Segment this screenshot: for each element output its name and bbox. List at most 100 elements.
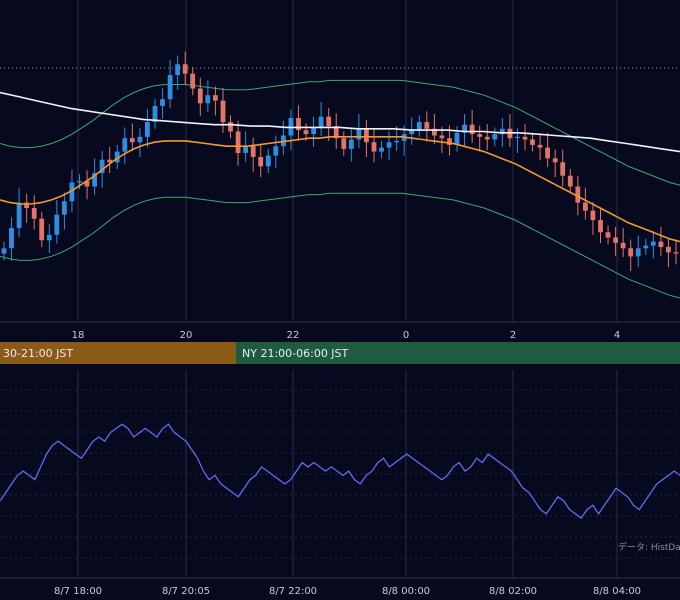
candle-down	[190, 73, 196, 89]
candle-down	[197, 88, 203, 104]
candle-up	[92, 173, 97, 187]
candle-up	[454, 132, 460, 145]
candle-up	[69, 182, 75, 202]
candle-down	[303, 130, 309, 135]
session-label-ny: NY 21:00-06:00 JST	[242, 347, 349, 360]
price-x-tick-label: 22	[287, 330, 300, 341]
candle-down	[326, 116, 332, 127]
session-band-ny	[236, 342, 680, 364]
candle-down	[552, 158, 558, 163]
price-x-tick-label: 0	[403, 330, 409, 341]
candle-up	[16, 202, 22, 229]
candle-down	[39, 218, 45, 241]
oscillator-x-tick-label: 8/7 22:00	[269, 586, 317, 597]
oscillator-x-tick-label: 8/8 02:00	[489, 586, 537, 597]
session-band-tokyo	[0, 342, 236, 364]
candle-up	[99, 159, 105, 174]
candle-down	[333, 126, 339, 139]
candle-down	[598, 220, 603, 233]
candle-down	[567, 175, 573, 187]
candle-up	[205, 95, 211, 104]
candle-down	[560, 162, 566, 176]
price-x-tick-label: 4	[614, 330, 620, 341]
candle-up	[243, 146, 248, 153]
candle-down	[477, 134, 483, 137]
candle-down	[469, 124, 475, 135]
candle-down	[364, 128, 369, 143]
candle-down	[228, 122, 233, 132]
candle-down	[673, 252, 679, 254]
candle-down	[432, 128, 437, 136]
candle-up	[348, 139, 354, 149]
candle-down	[628, 248, 634, 257]
candle-down	[583, 202, 588, 211]
data-credit-label: データ: HistDa	[618, 541, 680, 553]
candle-up	[160, 99, 165, 106]
candle-up	[515, 136, 520, 139]
candle-up	[273, 146, 279, 156]
candle-down	[605, 232, 611, 238]
candle-up	[492, 134, 498, 140]
oscillator-x-tick-label: 8/8 04:00	[593, 586, 641, 597]
candle-up	[416, 122, 422, 131]
candle-up	[152, 105, 158, 122]
candle-up	[386, 142, 392, 148]
candle-down	[341, 138, 347, 149]
session-label-tokyo: 30-21:00 JST	[3, 347, 73, 360]
candle-up	[650, 241, 656, 246]
candle-up	[499, 128, 505, 135]
oscillator-x-tick-label: 8/8 00:00	[382, 586, 430, 597]
candle-up	[145, 122, 150, 137]
candle-down	[107, 159, 113, 163]
candle-up	[1, 248, 7, 254]
candle-down	[129, 138, 135, 143]
oscillator-x-tick-label: 8/7 20:05	[162, 586, 210, 597]
bollinger-upper-line	[0, 79, 680, 186]
candle-down	[439, 135, 445, 139]
candle-down	[24, 202, 29, 208]
candle-down	[250, 146, 256, 157]
candle-up	[643, 245, 649, 249]
candle-up	[114, 151, 120, 163]
candle-down	[235, 131, 241, 153]
candle-up	[9, 228, 14, 249]
candle-down	[447, 138, 452, 145]
candle-down	[258, 157, 264, 167]
candle-down	[575, 186, 581, 203]
moving-average-mid-line	[0, 136, 680, 243]
candle-up	[394, 140, 399, 143]
candle-up	[318, 116, 324, 128]
oscillator-x-tick-label: 8/7 18:00	[54, 586, 102, 597]
candle-up	[62, 201, 67, 215]
candle-up	[167, 75, 173, 100]
candle-up	[356, 128, 362, 140]
candle-up	[462, 124, 467, 133]
candle-up	[54, 214, 60, 235]
candle-up	[137, 136, 143, 143]
candle-down	[213, 95, 218, 101]
candle-down	[590, 210, 596, 221]
candle-down	[220, 100, 226, 123]
bollinger-lower-line	[0, 192, 680, 299]
candle-down	[658, 241, 664, 247]
candle-up	[77, 181, 82, 183]
candle-down	[545, 147, 550, 159]
candle-down	[182, 64, 188, 74]
candle-down	[613, 237, 618, 243]
candle-down	[666, 246, 671, 253]
candle-down	[530, 139, 535, 145]
candle-down	[31, 208, 37, 219]
moving-average-long-line	[0, 91, 680, 153]
candle-down	[484, 136, 490, 140]
candle-down	[620, 242, 626, 249]
candle-up	[635, 248, 641, 257]
candle-up	[409, 130, 415, 135]
price-x-tick-label: 18	[72, 330, 85, 341]
candle-up	[311, 127, 316, 135]
candle-down	[371, 142, 377, 152]
candle-up	[46, 234, 52, 241]
candle-down	[84, 181, 90, 187]
candle-up	[175, 64, 180, 75]
